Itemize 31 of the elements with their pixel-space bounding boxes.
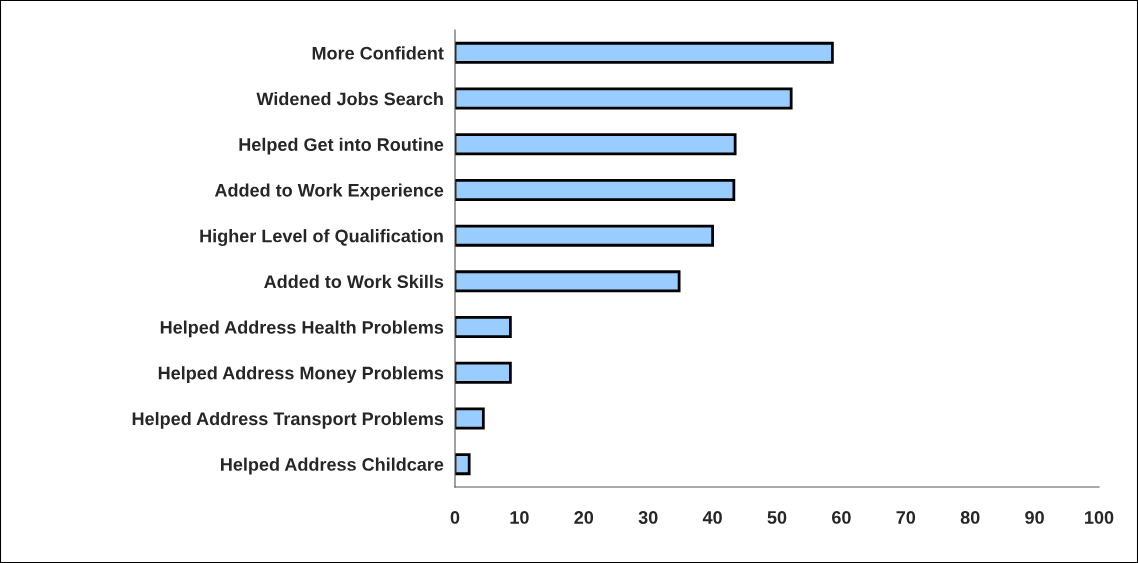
bar [455, 361, 512, 384]
x-tick-label: 50 [767, 511, 787, 524]
bar [455, 270, 681, 293]
x-tick-label: 70 [896, 511, 916, 524]
y-tick-label: Higher Level of Qualification [200, 229, 443, 247]
bar [455, 178, 736, 201]
x-tick-label: 60 [832, 511, 851, 524]
bar [455, 224, 714, 247]
x-tick-label: 100 [1085, 511, 1114, 524]
y-tick-label: Widened Jobs Search [256, 92, 443, 106]
y-tick-label: Helped Address Health Problems [160, 320, 444, 338]
y-tick-label: Added to Work Skills [264, 274, 444, 289]
bar [455, 87, 793, 110]
y-tick-label: Helped Address Transport Problems [132, 411, 444, 429]
x-tick-label: 90 [1025, 511, 1044, 524]
x-tick-label: 40 [702, 511, 722, 524]
y-tick-label: Helped Address Money Problems [158, 366, 444, 384]
x-tick-label: 0 [450, 511, 460, 524]
x-tick-label: 10 [510, 511, 529, 524]
bar [455, 407, 485, 430]
y-tick-label: Helped Get into Routine [239, 137, 444, 155]
y-tick-label: Added to Work Experience [214, 183, 444, 201]
y-tick-label: Helped Address Childcare [221, 457, 444, 475]
y-tick-label: More Confident [312, 46, 444, 60]
bar [455, 133, 737, 156]
x-tick-label: 30 [638, 511, 658, 524]
bar [455, 316, 512, 339]
x-tick-label: 20 [574, 511, 594, 524]
x-tick-label: 80 [960, 511, 980, 524]
bar [455, 453, 471, 476]
bar [455, 41, 834, 64]
